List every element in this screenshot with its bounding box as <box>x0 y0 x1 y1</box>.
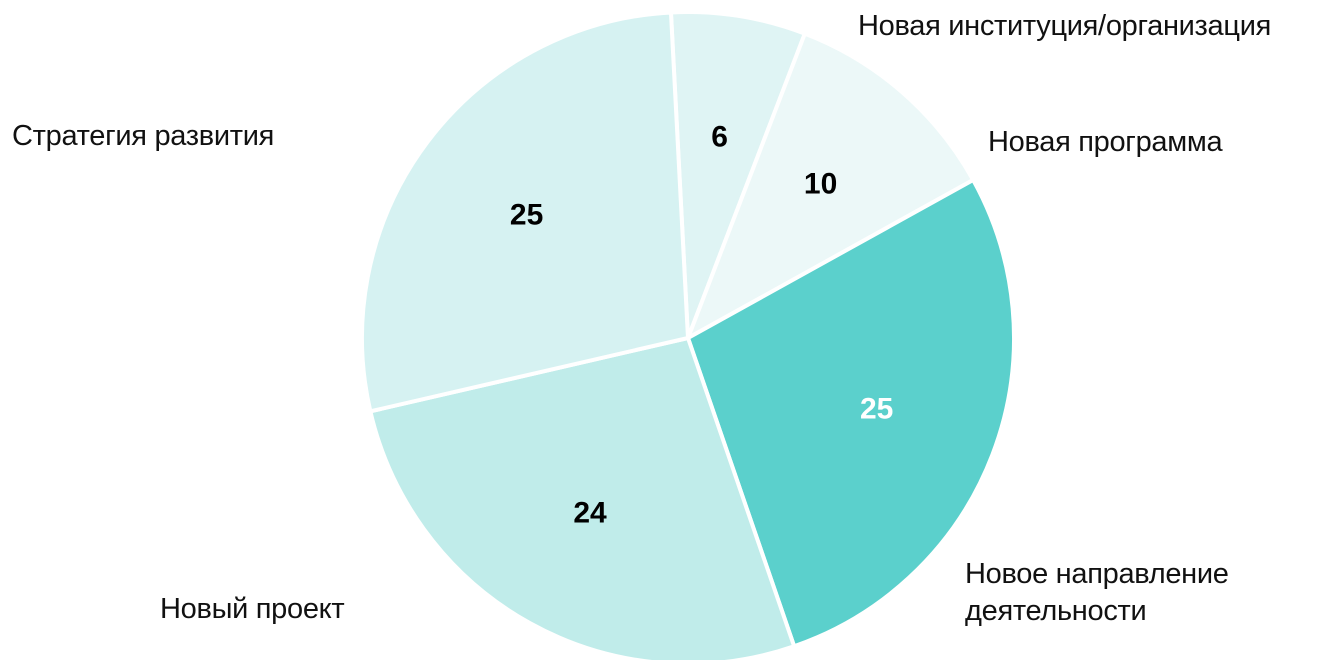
category-label: Новая институция/организация <box>858 10 1271 42</box>
category-label: Стратегия развития <box>12 120 275 152</box>
value-label: 25 <box>860 392 893 425</box>
value-label: 24 <box>573 497 607 530</box>
pie-slice <box>684 31 976 343</box>
pie-slice <box>685 177 1016 649</box>
value-label: 25 <box>510 198 543 231</box>
pie-slice <box>668 10 808 339</box>
category-label: Новая программа <box>988 126 1223 158</box>
pie-slice <box>367 335 797 660</box>
value-label: 6 <box>711 120 728 153</box>
category-label: Новый проект <box>160 593 345 625</box>
category-label: Новое направление деятельности <box>965 558 1229 627</box>
pie-slice <box>360 10 691 414</box>
value-label: 10 <box>804 167 837 200</box>
